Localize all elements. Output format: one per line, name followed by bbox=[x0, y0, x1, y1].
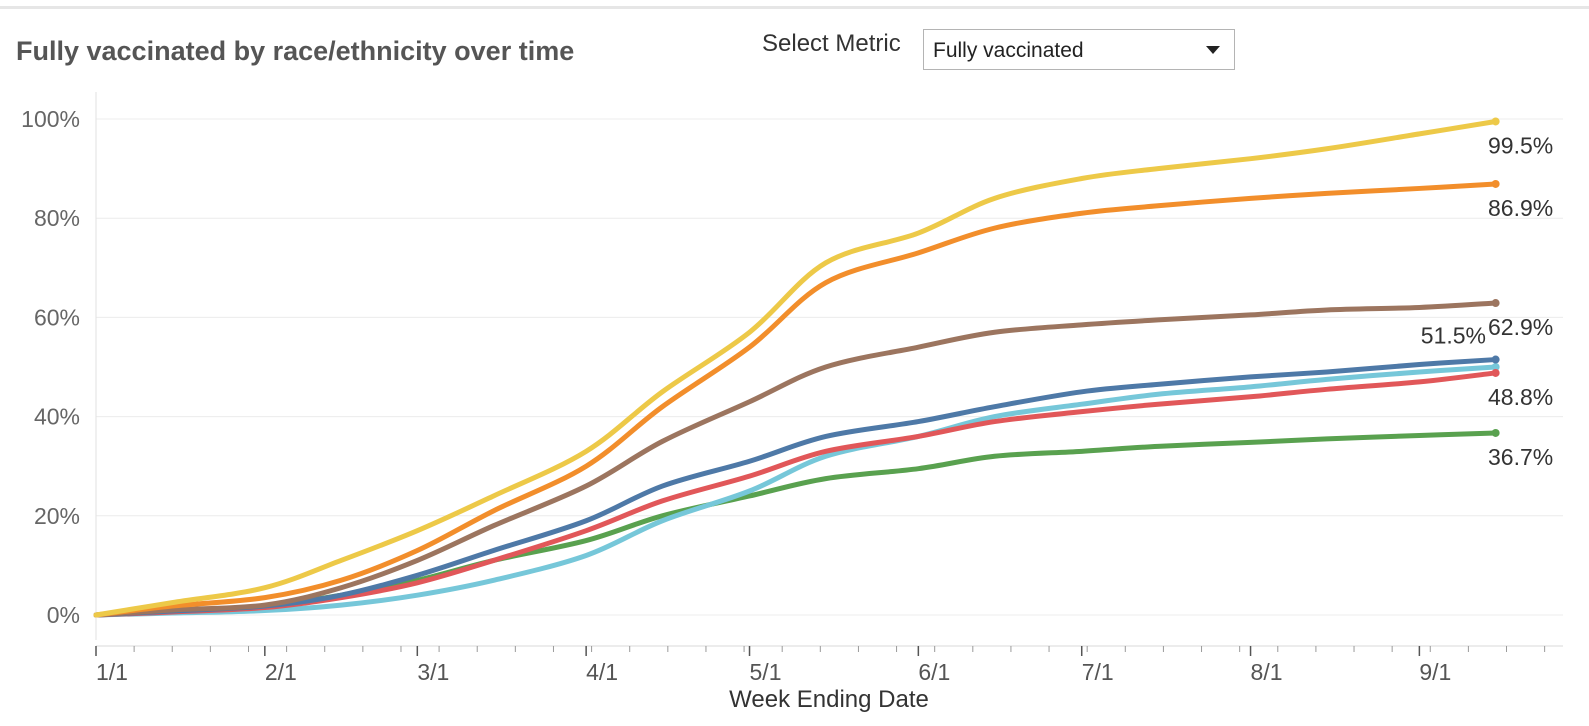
axes: 0% 20% 40% 60% 80% 100% 1/1 2/1 3/1 4/1 5/1 6/1 7/1 8… bbox=[21, 92, 1563, 685]
data-label: 62.9% bbox=[1488, 314, 1553, 340]
y-tick-label: 60% bbox=[34, 304, 80, 330]
series-end-point bbox=[1491, 355, 1500, 364]
series-end-point bbox=[1491, 179, 1500, 188]
series-line bbox=[93, 118, 1499, 618]
series-line bbox=[93, 370, 1499, 618]
y-tick-label: 0% bbox=[47, 602, 80, 628]
series-line bbox=[93, 300, 1499, 618]
x-tick-label: 9/1 bbox=[1419, 659, 1451, 685]
x-tick-label: 2/1 bbox=[265, 659, 297, 685]
x-tick-label: 7/1 bbox=[1082, 659, 1114, 685]
x-tick-label: 3/1 bbox=[417, 659, 449, 685]
series-line bbox=[93, 357, 1499, 618]
series-line bbox=[93, 364, 1499, 618]
series-end-point bbox=[1491, 368, 1500, 377]
x-axis-title: Week Ending Date bbox=[729, 686, 929, 713]
y-tick-label: 100% bbox=[21, 106, 80, 132]
x-tick-label: 1/1 bbox=[96, 659, 128, 685]
data-label: 51.5% bbox=[1421, 323, 1486, 349]
chevron-down-icon bbox=[1206, 46, 1220, 54]
metric-dropdown-value: Fully vaccinated bbox=[933, 39, 1084, 62]
top-divider bbox=[0, 6, 1589, 9]
series-line bbox=[93, 181, 1499, 618]
data-label: 36.7% bbox=[1488, 444, 1553, 470]
series-end-point bbox=[1491, 363, 1500, 371]
y-tick-label: 80% bbox=[34, 205, 80, 231]
y-tick-label: 40% bbox=[34, 404, 80, 430]
series-end-point bbox=[1491, 299, 1500, 308]
gridlines bbox=[96, 118, 1563, 616]
x-tick-label: 4/1 bbox=[586, 659, 618, 685]
select-metric-label: Select Metric bbox=[762, 30, 901, 57]
data-label: 86.9% bbox=[1488, 195, 1553, 221]
x-tick-label: 6/1 bbox=[918, 659, 950, 685]
metric-dropdown[interactable]: Fully vaccinated bbox=[923, 29, 1235, 70]
y-tick-label: 20% bbox=[34, 503, 80, 529]
series-end-point bbox=[1491, 117, 1500, 126]
series-lines bbox=[93, 117, 1500, 618]
x-tick-label: 5/1 bbox=[750, 659, 782, 685]
series-end-point bbox=[1491, 428, 1500, 437]
data-label: 48.8% bbox=[1488, 384, 1553, 410]
chart-title: Fully vaccinated by race/ethnicity over … bbox=[16, 36, 575, 66]
x-tick-label: 8/1 bbox=[1251, 659, 1283, 685]
data-label: 99.5% bbox=[1488, 132, 1553, 158]
end-labels: 99.5% 86.9% 62.9%51.5% 48.8% 36.7% bbox=[1421, 132, 1553, 469]
